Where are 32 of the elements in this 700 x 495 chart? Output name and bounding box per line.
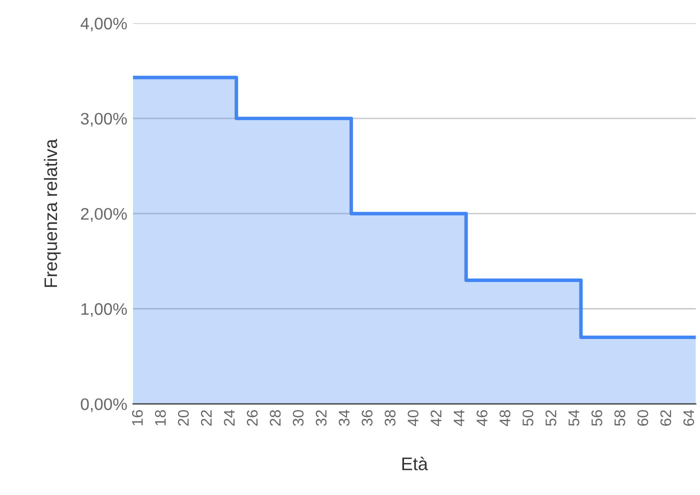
y-tick-label: 3,00%	[80, 112, 127, 127]
y-tick-label: 4,00%	[80, 18, 127, 32]
x-tick-label: 48	[500, 410, 510, 426]
x-tick-label: 42	[430, 410, 442, 426]
x-tick-label: 58	[614, 410, 626, 426]
x-tick-label: 36	[362, 410, 373, 426]
x-tick-label: 46	[476, 410, 488, 426]
x-tick-label: 22	[200, 410, 212, 426]
x-tick-label: 40	[408, 410, 418, 426]
x-tick-label: 54	[568, 410, 580, 426]
x-tick-label: 24	[224, 410, 235, 426]
x-tick-label: 62	[660, 410, 672, 426]
x-tick-label: 52	[546, 410, 556, 426]
y-tick-label: 1,00%	[81, 303, 127, 317]
x-tick-label: 20	[178, 410, 189, 426]
x-tick-label: 16	[132, 410, 143, 426]
x-tick-label: 50	[522, 410, 534, 426]
x-tick-label: 64	[683, 410, 694, 426]
y-axis-title: Frequenza relativa	[44, 138, 61, 287]
x-tick-label: 28	[270, 410, 281, 426]
x-tick-label: 56	[591, 410, 602, 426]
x-tick-label: 30	[292, 410, 304, 426]
y-tick-label: 2,00%	[81, 208, 127, 222]
x-tick-label: 44	[454, 410, 464, 426]
x-tick-label: 26	[246, 410, 258, 426]
x-tick-label: 32	[316, 410, 327, 426]
x-tick-label: 34	[338, 410, 350, 426]
x-tick-label: 60	[637, 410, 648, 426]
x-tick-label: 38	[384, 410, 396, 426]
x-tick-label: 18	[154, 410, 166, 426]
y-tick-label: 0,00%	[80, 398, 127, 412]
x-axis-title: Età	[402, 456, 428, 470]
